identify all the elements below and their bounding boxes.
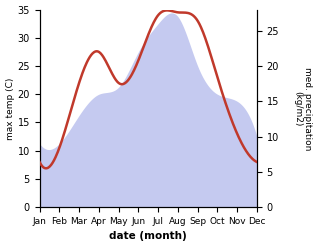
Y-axis label: max temp (C): max temp (C) xyxy=(5,77,15,140)
X-axis label: date (month): date (month) xyxy=(109,231,187,242)
Y-axis label: med. precipitation
(kg/m2): med. precipitation (kg/m2) xyxy=(293,67,313,150)
